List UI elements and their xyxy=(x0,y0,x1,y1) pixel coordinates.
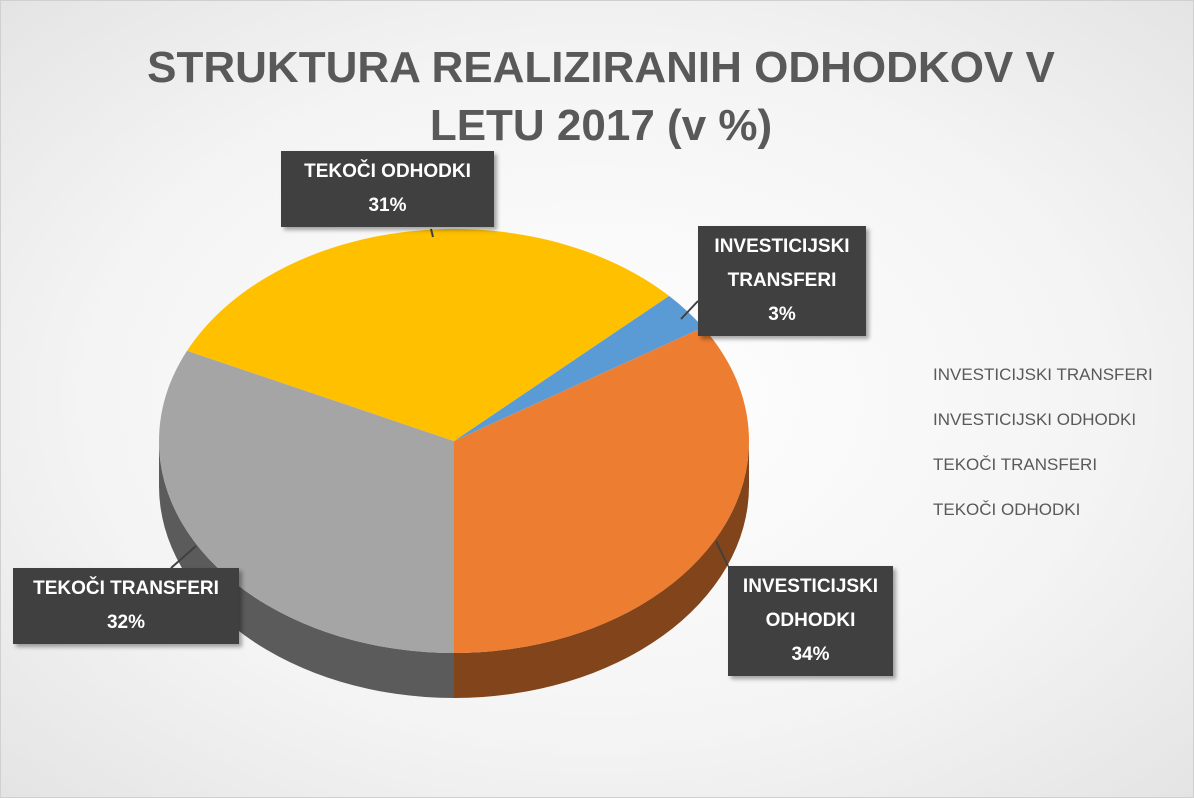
data-label-name: INVESTICIJSKI TRANSFERI xyxy=(714,236,850,291)
data-label: INVESTICIJSKI ODHODKI 34% xyxy=(728,566,893,676)
leader-line xyxy=(715,540,729,567)
pie-tops xyxy=(159,229,749,653)
data-label: TEKOČI ODHODKI 31% xyxy=(281,151,494,227)
legend-label: INVESTICIJSKI TRANSFERI xyxy=(933,365,1153,384)
leader-line xyxy=(170,545,197,569)
legend-item: TEKOČI ODHODKI xyxy=(933,500,1080,520)
leader-line xyxy=(430,228,434,238)
data-label-value: 31% xyxy=(368,195,407,216)
legend-label: TEKOČI TRANSFERI xyxy=(933,455,1098,474)
legend-label: TEKOČI ODHODKI xyxy=(933,500,1081,519)
slice-side xyxy=(454,441,749,698)
data-label-name: INVESTICIJSKI ODHODKI xyxy=(742,576,879,631)
data-label: TEKOČI TRANSFERI 32% xyxy=(13,568,239,644)
data-label-name: TEKOČI TRANSFERI xyxy=(33,578,219,599)
legend-item: INVESTICIJSKI ODHODKI xyxy=(933,410,1136,430)
data-label-name: TEKOČI ODHODKI xyxy=(304,161,471,182)
slice xyxy=(454,295,704,441)
leader-line xyxy=(680,300,699,320)
data-label-value: 34% xyxy=(791,644,830,665)
chart-title: STRUKTURA REALIZIRANIH ODHODKOV V LETU 2… xyxy=(147,43,1055,150)
slice xyxy=(187,229,670,441)
slice xyxy=(454,327,749,653)
legend-item: INVESTICIJSKI TRANSFERI xyxy=(933,365,1153,385)
legend-label: INVESTICIJSKI ODHODKI xyxy=(933,410,1137,429)
legend-item: TEKOČI TRANSFERI xyxy=(933,455,1097,475)
data-label-value: 3% xyxy=(768,304,796,325)
data-label: INVESTICIJSKI TRANSFERI 3% xyxy=(698,226,866,336)
data-label-value: 32% xyxy=(106,612,146,633)
